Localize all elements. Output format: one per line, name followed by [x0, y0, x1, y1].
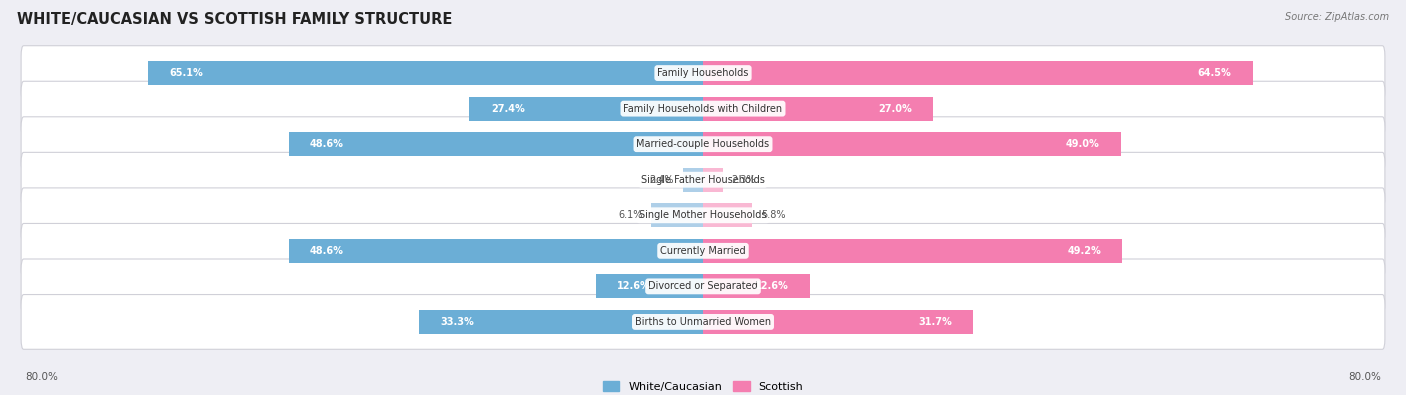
Text: WHITE/CAUCASIAN VS SCOTTISH FAMILY STRUCTURE: WHITE/CAUCASIAN VS SCOTTISH FAMILY STRUC…: [17, 12, 453, 27]
Bar: [703, 239, 1122, 263]
FancyBboxPatch shape: [21, 259, 1385, 314]
Bar: [703, 167, 723, 192]
Bar: [288, 132, 703, 156]
Text: 2.3%: 2.3%: [731, 175, 755, 185]
Bar: [651, 203, 703, 228]
Text: 5.8%: 5.8%: [761, 210, 786, 220]
Text: 49.0%: 49.0%: [1066, 139, 1099, 149]
Text: 33.3%: 33.3%: [440, 317, 474, 327]
Text: 2.4%: 2.4%: [650, 175, 673, 185]
Bar: [703, 132, 1121, 156]
Text: Source: ZipAtlas.com: Source: ZipAtlas.com: [1285, 12, 1389, 22]
FancyBboxPatch shape: [21, 188, 1385, 243]
FancyBboxPatch shape: [21, 224, 1385, 278]
Text: 6.1%: 6.1%: [619, 210, 643, 220]
Text: Births to Unmarried Women: Births to Unmarried Women: [636, 317, 770, 327]
Text: Single Father Households: Single Father Households: [641, 175, 765, 185]
Text: Family Households with Children: Family Households with Children: [623, 103, 783, 114]
Text: Currently Married: Currently Married: [661, 246, 745, 256]
Text: Family Households: Family Households: [658, 68, 748, 78]
Text: 12.6%: 12.6%: [755, 281, 789, 292]
Bar: [148, 61, 703, 85]
FancyBboxPatch shape: [21, 295, 1385, 349]
Text: 65.1%: 65.1%: [169, 68, 202, 78]
Text: Single Mother Households: Single Mother Households: [640, 210, 766, 220]
Text: 27.0%: 27.0%: [879, 103, 912, 114]
Text: 27.4%: 27.4%: [491, 103, 524, 114]
Bar: [703, 61, 1253, 85]
Text: 80.0%: 80.0%: [1348, 372, 1381, 382]
Text: Divorced or Separated: Divorced or Separated: [648, 281, 758, 292]
Text: 64.5%: 64.5%: [1198, 68, 1232, 78]
Text: Married-couple Households: Married-couple Households: [637, 139, 769, 149]
Text: 80.0%: 80.0%: [25, 372, 58, 382]
Legend: White/Caucasian, Scottish: White/Caucasian, Scottish: [598, 377, 808, 395]
FancyBboxPatch shape: [21, 46, 1385, 100]
Text: 31.7%: 31.7%: [918, 317, 952, 327]
Bar: [703, 96, 934, 121]
Text: 12.6%: 12.6%: [617, 281, 651, 292]
Bar: [703, 274, 810, 299]
FancyBboxPatch shape: [21, 117, 1385, 171]
FancyBboxPatch shape: [21, 81, 1385, 136]
Text: 49.2%: 49.2%: [1067, 246, 1101, 256]
FancyBboxPatch shape: [21, 152, 1385, 207]
Bar: [288, 239, 703, 263]
Bar: [682, 167, 703, 192]
Bar: [703, 203, 752, 228]
Bar: [596, 274, 703, 299]
Text: 48.6%: 48.6%: [311, 246, 344, 256]
Text: 48.6%: 48.6%: [311, 139, 344, 149]
Bar: [703, 310, 973, 334]
Bar: [470, 96, 703, 121]
Bar: [419, 310, 703, 334]
